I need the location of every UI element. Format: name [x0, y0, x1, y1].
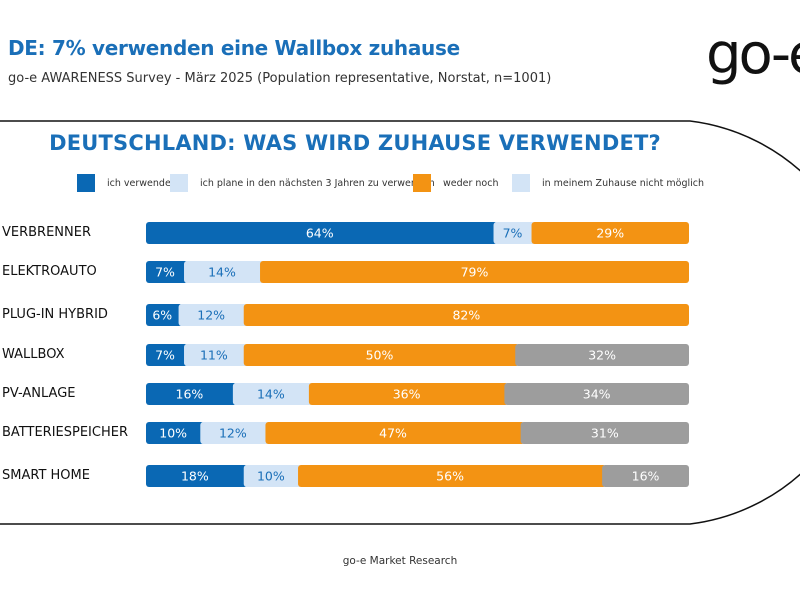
bar-segment — [146, 261, 189, 283]
legend-item: weder noch — [413, 174, 499, 192]
page-title: DE: 7% verwenden eine Wallbox zuhause — [8, 36, 460, 60]
bar-segment — [200, 422, 270, 444]
bar-segment — [243, 304, 690, 326]
legend-swatch — [512, 174, 530, 192]
bar-segment — [531, 222, 689, 244]
legend-swatch — [413, 174, 431, 192]
legend-swatch — [170, 174, 188, 192]
page-subtitle: go-e AWARENESS Survey - März 2025 (Popul… — [8, 71, 552, 86]
bar-segment — [265, 422, 525, 444]
data-label: 82% — [452, 308, 480, 323]
category-label: ELEKTROAUTO — [2, 264, 97, 279]
bar-segment — [243, 465, 303, 487]
category-label: PV-ANLAGE — [2, 386, 76, 401]
data-label: 12% — [197, 308, 225, 323]
category-label: BATTERIESPEICHER — [2, 425, 128, 440]
data-label: 16% — [632, 469, 660, 484]
data-label: 47% — [379, 426, 407, 441]
data-label: 79% — [461, 265, 489, 280]
data-label: 18% — [181, 469, 209, 484]
category-label: PLUG-IN HYBRID — [2, 307, 108, 322]
category-label: SMART HOME — [2, 468, 90, 483]
data-label: 29% — [596, 226, 624, 241]
category-label: WALLBOX — [2, 347, 65, 362]
data-label: 14% — [208, 265, 236, 280]
bar-segment — [515, 344, 689, 366]
bar-segment — [504, 383, 689, 405]
bar-segment — [298, 465, 607, 487]
legend-item: ich plane in den nächsten 3 Jahren zu ve… — [170, 174, 435, 192]
legend-item: in meinem Zuhause nicht möglich — [512, 174, 704, 192]
bar-segment — [146, 344, 189, 366]
data-label: 7% — [155, 348, 175, 363]
bar-segment — [184, 261, 265, 283]
data-label: 10% — [257, 469, 285, 484]
data-label: 34% — [583, 387, 611, 402]
legend-label: weder noch — [443, 177, 499, 189]
bar-segment — [520, 422, 689, 444]
bar-segment — [602, 465, 689, 487]
data-label: 7% — [155, 265, 175, 280]
bar-segment — [184, 344, 248, 366]
data-label: 7% — [503, 226, 523, 241]
footer-text: go-e Market Research — [342, 555, 458, 567]
legend-item: ich verwende — [77, 174, 171, 192]
bar-segment — [493, 222, 536, 244]
bar-segment — [243, 344, 520, 366]
legend-swatch — [77, 174, 95, 192]
bar-segment — [232, 383, 313, 405]
data-label: 16% — [176, 387, 204, 402]
legend-label: ich verwende — [107, 177, 171, 189]
bar-segment — [146, 465, 248, 487]
legend-label: in meinem Zuhause nicht möglich — [542, 177, 705, 189]
data-label: 50% — [366, 348, 394, 363]
go-e-logo: go-e — [706, 22, 800, 87]
bar-segment — [146, 304, 183, 326]
bar-segment — [146, 422, 205, 444]
data-label: 31% — [591, 426, 619, 441]
data-label: 32% — [588, 348, 616, 363]
data-label: 11% — [200, 348, 228, 363]
chart-title: DEUTSCHLAND: WAS WIRD ZUHAUSE VERWENDET? — [49, 131, 661, 155]
data-label: 56% — [436, 469, 464, 484]
legend-label: ich plane in den nächsten 3 Jahren zu ve… — [200, 177, 435, 189]
bar-segment — [178, 304, 248, 326]
category-label: VERBRENNER — [2, 225, 92, 240]
data-label: 14% — [257, 387, 285, 402]
data-label: 6% — [152, 308, 172, 323]
bar-segment — [146, 222, 498, 244]
data-label: 36% — [393, 387, 421, 402]
bar-segment — [308, 383, 509, 405]
data-label: 10% — [159, 426, 187, 441]
data-label: 64% — [306, 226, 334, 241]
bar-segment — [260, 261, 689, 283]
bar-segment — [146, 383, 237, 405]
data-label: 12% — [219, 426, 247, 441]
